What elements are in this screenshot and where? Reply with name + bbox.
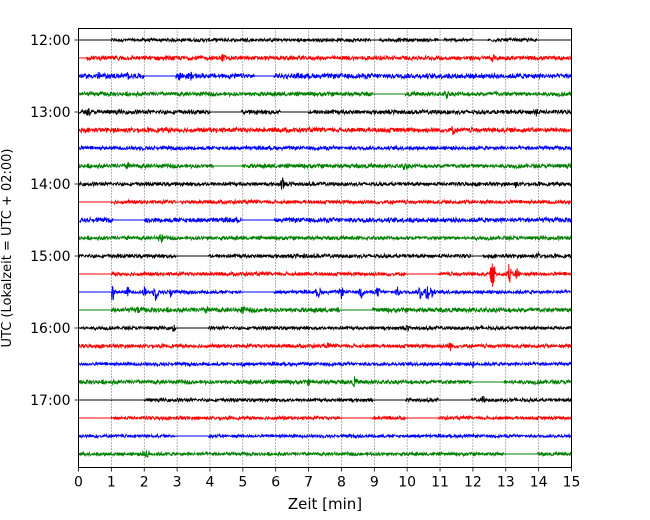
x-tick-label: 15 bbox=[563, 475, 581, 491]
trace-15:15 bbox=[78, 263, 572, 287]
trace-15:45 bbox=[78, 305, 572, 314]
x-tick-label: 2 bbox=[140, 475, 149, 491]
x-tick-label: 8 bbox=[337, 475, 346, 491]
x-tick-label: 13 bbox=[497, 475, 515, 491]
trace-16:30 bbox=[78, 360, 572, 368]
x-tick-label: 10 bbox=[398, 475, 416, 491]
y-tick-label: 16:00 bbox=[30, 321, 70, 337]
y-tick-label: 17:00 bbox=[30, 393, 70, 409]
x-tick-label: 9 bbox=[370, 475, 379, 491]
y-tick-label: 12:00 bbox=[30, 33, 70, 49]
trace-12:15 bbox=[78, 54, 572, 63]
trace-12:00 bbox=[78, 36, 572, 44]
trace-17:00 bbox=[78, 395, 572, 404]
trace-15:00 bbox=[78, 251, 572, 260]
trace-14:00 bbox=[78, 177, 572, 191]
trace-13:45 bbox=[78, 161, 572, 171]
trace-13:30 bbox=[78, 144, 572, 152]
x-axis-label: Zeit [min] bbox=[288, 495, 362, 513]
trace-13:15 bbox=[78, 125, 572, 135]
x-tick-label: 6 bbox=[271, 475, 280, 491]
x-tick-label: 3 bbox=[173, 475, 182, 491]
trace-16:45 bbox=[78, 376, 572, 388]
x-tick-label: 7 bbox=[304, 475, 313, 491]
trace-15:30 bbox=[78, 285, 572, 301]
plot-frame bbox=[78, 28, 572, 468]
x-tick-label: 12 bbox=[464, 475, 482, 491]
trace-14:45 bbox=[78, 234, 572, 244]
x-tick-label: 5 bbox=[238, 475, 247, 491]
seismogram-traces bbox=[78, 36, 572, 458]
trace-17:45 bbox=[78, 449, 572, 458]
trace-13:00 bbox=[78, 107, 572, 117]
x-tick-label: 11 bbox=[431, 475, 449, 491]
trace-16:00 bbox=[78, 324, 572, 333]
x-axis-ticks: 0 1 2 3 4 5 6 7 8 9 10 11 12 13 14 15 bbox=[74, 467, 581, 491]
y-axis-label: UTC (Lokalzeit = UTC + 02:00) bbox=[0, 149, 15, 348]
x-grid-lines bbox=[111, 28, 539, 468]
trace-12:45 bbox=[78, 90, 572, 100]
y-tick-label: 13:00 bbox=[30, 105, 70, 121]
trace-14:30 bbox=[78, 216, 572, 224]
y-axis-ticks: 12:00 13:00 14:00 15:00 16:00 17:00 bbox=[30, 33, 79, 409]
trace-14:15 bbox=[78, 198, 572, 206]
x-tick-label: 14 bbox=[530, 475, 548, 491]
trace-17:15 bbox=[78, 414, 572, 422]
x-tick-label: 1 bbox=[107, 475, 116, 491]
trace-17:30 bbox=[78, 432, 572, 440]
trace-12:30 bbox=[78, 71, 572, 81]
x-tick-label: 0 bbox=[74, 475, 83, 491]
y-tick-label: 14:00 bbox=[30, 177, 70, 193]
y-tick-label: 15:00 bbox=[30, 249, 70, 265]
x-tick-label: 4 bbox=[206, 475, 215, 491]
trace-16:15 bbox=[78, 342, 572, 352]
